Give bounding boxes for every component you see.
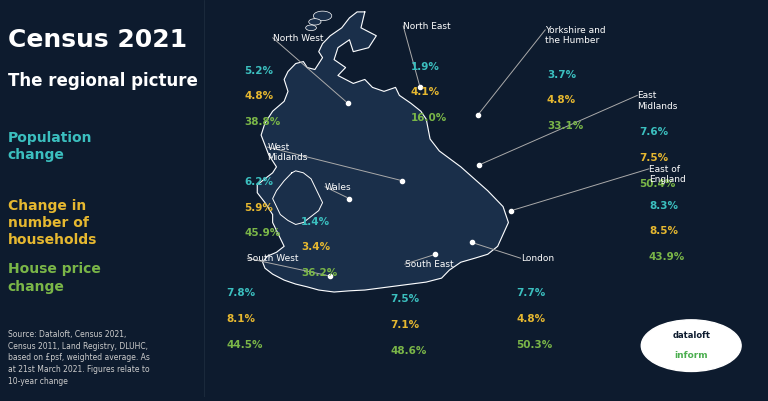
Text: Population
change: Population change [8,131,92,162]
Text: 8.3%: 8.3% [649,200,678,211]
Text: 7.5%: 7.5% [390,294,419,304]
Text: 36.2%: 36.2% [301,268,337,278]
Text: 7.6%: 7.6% [639,127,668,137]
Text: 50.4%: 50.4% [639,179,675,189]
Text: 8.1%: 8.1% [227,314,256,324]
Text: Source: Dataloft, Census 2021,
Census 2011, Land Registry, DLUHC,
based on £psf,: Source: Dataloft, Census 2021, Census 20… [8,330,150,386]
Circle shape [306,25,316,30]
Text: 7.1%: 7.1% [390,320,419,330]
Text: North West: North West [273,34,323,43]
Circle shape [309,19,321,25]
Text: dataloft: dataloft [672,331,710,340]
Text: 50.3%: 50.3% [516,340,552,350]
Text: 4.8%: 4.8% [516,314,545,324]
Text: 5.9%: 5.9% [244,203,273,213]
Text: 38.8%: 38.8% [244,117,280,127]
Text: 7.8%: 7.8% [227,288,256,298]
Text: South West: South West [247,254,299,263]
Text: London: London [521,254,554,263]
Text: 7.7%: 7.7% [516,288,545,298]
Text: North East: North East [403,22,451,31]
Text: 4.8%: 4.8% [547,95,576,105]
Text: 1.4%: 1.4% [301,217,330,227]
Text: 33.1%: 33.1% [547,121,583,131]
Polygon shape [273,171,323,225]
Text: 1.9%: 1.9% [411,62,440,72]
Text: Yorkshire and
the Humber: Yorkshire and the Humber [545,26,606,45]
Text: 16.0%: 16.0% [411,113,447,123]
Text: East of
England: East of England [649,165,686,184]
Text: Wales: Wales [325,183,352,192]
Text: 43.9%: 43.9% [649,252,685,262]
Text: South East: South East [405,260,453,269]
Text: 8.5%: 8.5% [649,227,678,237]
Circle shape [313,11,332,21]
Text: Census 2021: Census 2021 [8,28,187,52]
Text: 7.5%: 7.5% [639,153,668,163]
Text: Change in
number of
households: Change in number of households [8,198,97,247]
Text: 45.9%: 45.9% [244,229,280,239]
Text: 44.5%: 44.5% [227,340,263,350]
Text: House price
change: House price change [8,262,101,294]
Text: 4.8%: 4.8% [244,91,273,101]
Text: The regional picture: The regional picture [8,71,197,89]
Text: 48.6%: 48.6% [390,346,426,356]
Text: West
Midlands: West Midlands [267,143,308,162]
Text: 3.7%: 3.7% [547,69,576,79]
Text: East
Midlands: East Midlands [637,91,678,111]
Text: 4.1%: 4.1% [411,87,440,97]
Circle shape [641,320,741,371]
Text: 3.4%: 3.4% [301,242,330,252]
Text: 5.2%: 5.2% [244,65,273,75]
Text: 6.2%: 6.2% [244,177,273,187]
Polygon shape [257,12,508,292]
Text: inform: inform [674,351,708,360]
